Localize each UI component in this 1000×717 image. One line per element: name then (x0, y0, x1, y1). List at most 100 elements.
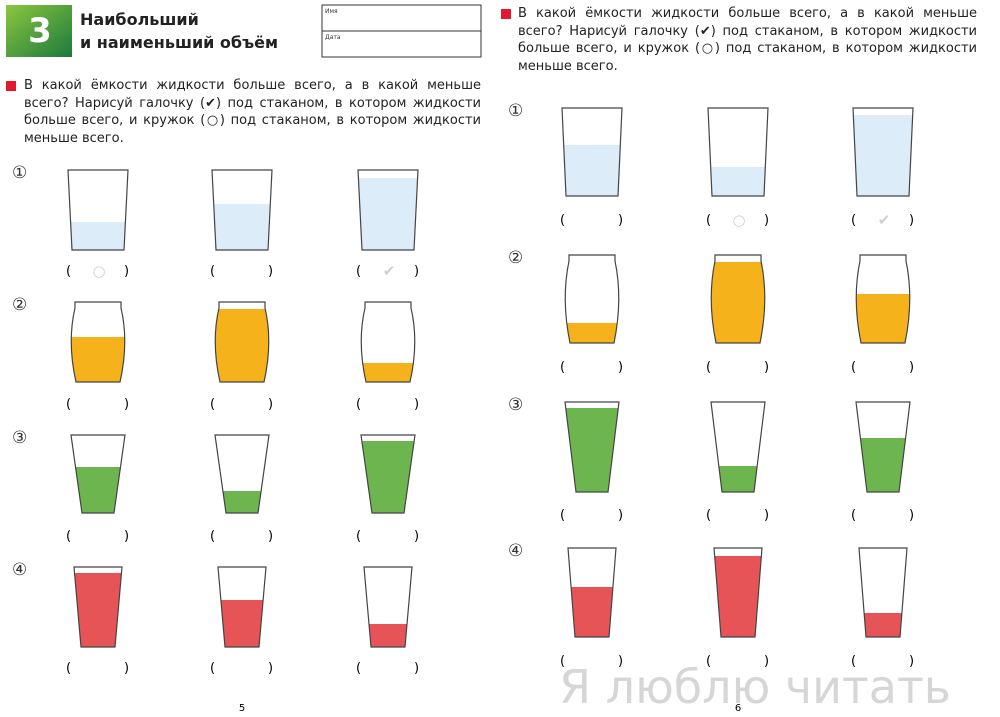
bracket: ) (909, 213, 914, 228)
glass (564, 401, 620, 493)
bracket: ( (356, 661, 361, 676)
liquid (212, 204, 272, 250)
bracket: ) (764, 360, 769, 375)
bracket: ) (764, 508, 769, 523)
bullet (6, 81, 16, 91)
bracket: ) (124, 661, 129, 676)
glass (561, 107, 623, 197)
hint: ✔ (383, 262, 396, 280)
liquid (708, 167, 768, 196)
liquid (215, 491, 269, 513)
glass (564, 254, 620, 344)
hint: ✔ (878, 211, 891, 229)
glass (713, 547, 763, 638)
bracket: ( (356, 529, 361, 544)
liquid (358, 178, 418, 250)
bracket: ) (618, 213, 623, 228)
bracket: ( (66, 529, 71, 544)
title: Наибольший (80, 10, 199, 29)
badge-bg (6, 5, 72, 57)
row-label: ③ (508, 395, 523, 415)
bracket: ) (618, 508, 623, 523)
bracket: ) (909, 508, 914, 523)
page-number: 5 (239, 703, 245, 714)
glass (855, 254, 911, 344)
hint: ○ (732, 211, 745, 229)
bracket: ) (909, 654, 914, 669)
bracket: ( (706, 508, 711, 523)
row-label: ① (508, 101, 523, 121)
liquid (74, 573, 122, 647)
liquid (711, 466, 765, 492)
bracket: ) (764, 654, 769, 669)
liquid (859, 613, 907, 637)
watermark: Я люблю читать (559, 660, 951, 714)
bracket: ) (414, 264, 419, 279)
glass (858, 547, 908, 638)
glass (707, 107, 769, 197)
liquid (714, 556, 762, 637)
liquid (853, 115, 913, 196)
bracket: ) (414, 529, 419, 544)
bracket: ( (706, 360, 711, 375)
bracket: ) (414, 661, 419, 676)
bracket: ( (66, 264, 71, 279)
liquid (361, 441, 415, 513)
row-label: ① (12, 163, 27, 183)
glass (211, 169, 273, 251)
glass (710, 254, 766, 344)
bracket: ) (124, 264, 129, 279)
bracket: ( (356, 397, 361, 412)
bracket: ) (909, 360, 914, 375)
bracket: ) (268, 661, 273, 676)
liquid (71, 467, 125, 513)
glass (855, 401, 911, 493)
bracket: ( (560, 213, 565, 228)
bracket: ) (618, 360, 623, 375)
liquid (218, 600, 266, 647)
bracket: ( (560, 508, 565, 523)
bracket: ) (268, 529, 273, 544)
bracket: ) (268, 397, 273, 412)
bracket: ( (356, 264, 361, 279)
date-label: Дата (325, 34, 341, 41)
glass (360, 301, 416, 383)
glass (363, 566, 413, 648)
bracket: ) (124, 529, 129, 544)
glass (73, 566, 123, 648)
bracket: ( (560, 654, 565, 669)
bracket: ) (764, 213, 769, 228)
page-number: 6 (735, 703, 741, 714)
liquid (711, 262, 765, 343)
row-label: ② (12, 295, 27, 315)
bracket: ) (618, 654, 623, 669)
bracket: ( (66, 661, 71, 676)
bullet (501, 9, 511, 19)
hint: ○ (92, 262, 105, 280)
name-label: Имя (325, 8, 338, 15)
bracket: ( (210, 264, 215, 279)
bracket: ( (851, 360, 856, 375)
bracket: ( (66, 397, 71, 412)
glass (710, 401, 766, 493)
row-label: ② (508, 248, 523, 268)
glass (214, 301, 270, 383)
bracket: ( (706, 654, 711, 669)
liquid (361, 363, 415, 382)
row-label: ④ (12, 560, 27, 580)
bracket: ( (851, 508, 856, 523)
liquid (364, 624, 412, 647)
glass (567, 547, 617, 638)
liquid (856, 438, 910, 492)
glass (217, 566, 267, 648)
glass (852, 107, 914, 197)
liquid (568, 587, 616, 637)
liquid (565, 323, 619, 343)
glass (214, 434, 270, 514)
bracket: ( (706, 213, 711, 228)
glass (70, 301, 126, 383)
badge: 3 (28, 11, 52, 51)
bracket: ( (210, 661, 215, 676)
liquid (68, 222, 128, 250)
